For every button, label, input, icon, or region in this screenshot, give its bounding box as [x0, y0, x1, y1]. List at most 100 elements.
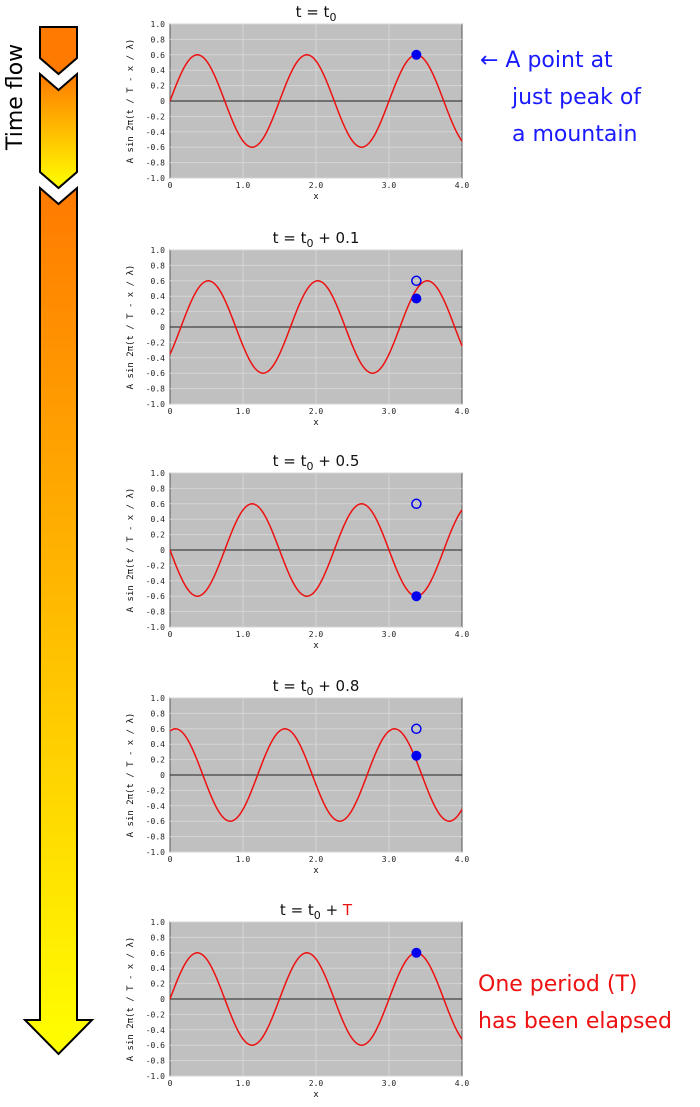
x-tick-label: 3.0	[382, 407, 397, 416]
y-tick-label: -0.8	[146, 608, 165, 617]
peak-annotation-line-1: ← A point at	[480, 48, 613, 73]
y-tick-label: 0.8	[151, 484, 166, 493]
y-axis-label: A sin 2π(t / T - x / λ)	[126, 265, 136, 390]
period-annotation-line-1: One period (T)	[478, 972, 638, 997]
y-tick-label: -0.6	[146, 592, 165, 601]
y-tick-label: 0.4	[151, 740, 166, 749]
y-tick-label: 1.0	[151, 469, 166, 478]
y-tick-label: -0.4	[146, 802, 165, 811]
arrow-segment-middle	[39, 71, 78, 190]
x-tick-label: 1.0	[236, 855, 251, 864]
tracked-point	[411, 947, 422, 958]
y-tick-label: -0.6	[146, 143, 165, 152]
y-tick-label: -0.2	[146, 1010, 165, 1019]
y-tick-label: -0.8	[146, 159, 165, 168]
chart-title: t = t0 + 0.1	[273, 229, 360, 250]
y-tick-label: 0.4	[151, 515, 166, 524]
arrow-shaft	[22, 185, 95, 1056]
y-tick-label: -0.4	[146, 1026, 165, 1035]
y-tick-label: 0.6	[151, 51, 166, 60]
y-axis-label: A sin 2π(t / T - x / λ)	[126, 39, 136, 164]
peak-annotation-line-3: a mountain	[512, 122, 638, 147]
chart-panel-5: t = t0 + T 1.0 0.8 0.6 0.4 0.2 0 -0.2 -0.4 -0.6 -0…	[126, 901, 469, 1100]
y-tick-label: 0.6	[151, 277, 166, 286]
x-tick-label: 2.0	[309, 855, 324, 864]
tracked-point	[411, 49, 422, 60]
chart-panel-2: t = t0 + 0.1 1.0 0.8 0.6 0.4 0.2 0 -0.2 -0.4 -0.6…	[126, 229, 469, 428]
y-axis-label: A sin 2π(t / T - x / λ)	[126, 937, 136, 1062]
y-tick-label: -1.0	[146, 400, 165, 409]
y-tick-label: 0.8	[151, 933, 166, 942]
x-tick-label: 1.0	[236, 181, 251, 190]
x-axis-label: x	[313, 418, 319, 428]
x-tick-label: 3.0	[382, 1079, 397, 1088]
y-tick-label: 0.8	[151, 35, 166, 44]
y-tick-label: 0	[160, 546, 165, 555]
peak-annotation-line-2: just peak of	[512, 85, 642, 110]
x-tick-label: 4.0	[455, 630, 470, 639]
reference-point-open	[411, 275, 422, 287]
y-tick-label: 1.0	[151, 246, 166, 255]
x-tick-label: 0	[168, 855, 173, 864]
y-tick-label: -0.6	[146, 369, 165, 378]
y-tick-label: 0	[160, 995, 165, 1004]
x-tick-label: 0	[168, 181, 173, 190]
x-tick-label: 0	[168, 630, 173, 639]
y-tick-label: -1.0	[146, 848, 165, 857]
x-tick-label: 1.0	[236, 407, 251, 416]
chart-title: t = t0	[296, 3, 337, 24]
chart-panel-3: t = t0 + 0.5 1.0 0.8 0.6 0.4 0.2 0 -0.2 -0.4 -0.6…	[126, 452, 469, 651]
x-tick-label: 4.0	[455, 181, 470, 190]
y-tick-label: 0.6	[151, 725, 166, 734]
x-tick-label: 0	[168, 407, 173, 416]
y-tick-label: 0	[160, 323, 165, 332]
y-tick-label: 0.4	[151, 66, 166, 75]
y-tick-label: 1.0	[151, 20, 166, 29]
chart-title: t = t0 + 0.8	[273, 677, 360, 698]
y-tick-label: -1.0	[146, 623, 165, 632]
y-tick-label: 0.2	[151, 531, 166, 540]
x-tick-label: 1.0	[236, 630, 251, 639]
y-axis-label: A sin 2π(t / T - x / λ)	[126, 488, 136, 613]
y-tick-label: 0.2	[151, 308, 166, 317]
x-tick-label: 1.0	[236, 1079, 251, 1088]
y-tick-label: 0.4	[151, 292, 166, 301]
x-tick-label: 0	[168, 1079, 173, 1088]
y-tick-label: 1.0	[151, 694, 166, 703]
y-tick-label: 0.8	[151, 261, 166, 270]
y-tick-label: -0.2	[146, 561, 165, 570]
y-tick-label: -0.2	[146, 338, 165, 347]
x-tick-label: 3.0	[382, 855, 397, 864]
chart-title: t = t0 + T	[280, 901, 353, 922]
x-axis-label: x	[313, 192, 319, 202]
y-tick-label: -0.4	[146, 354, 165, 363]
y-tick-label: -0.8	[146, 833, 165, 842]
period-annotation: One period (T) has been elapsed	[478, 966, 672, 1040]
x-axis-label: x	[313, 1090, 319, 1100]
x-tick-label: 2.0	[309, 1079, 324, 1088]
x-tick-label: 3.0	[382, 630, 397, 639]
y-tick-label: -0.4	[146, 128, 165, 137]
y-tick-label: -0.4	[146, 577, 165, 586]
y-tick-label: 0.6	[151, 949, 166, 958]
x-tick-label: 3.0	[382, 181, 397, 190]
y-tick-label: -0.2	[146, 112, 165, 121]
y-tick-label: 0.4	[151, 964, 166, 973]
y-axis-label: A sin 2π(t / T - x / λ)	[126, 713, 136, 838]
x-tick-label: 2.0	[309, 630, 324, 639]
x-tick-label: 4.0	[455, 407, 470, 416]
y-tick-label: -1.0	[146, 1072, 165, 1081]
y-tick-label: -0.8	[146, 1057, 165, 1066]
y-tick-label: 0.6	[151, 500, 166, 509]
tracked-point	[411, 591, 422, 602]
arrow-segment-top	[39, 26, 78, 76]
x-axis-label: x	[313, 866, 319, 876]
y-tick-label: -0.8	[146, 385, 165, 394]
x-tick-label: 2.0	[309, 181, 324, 190]
x-tick-label: 4.0	[455, 1079, 470, 1088]
y-tick-label: -0.2	[146, 786, 165, 795]
x-tick-label: 4.0	[455, 855, 470, 864]
